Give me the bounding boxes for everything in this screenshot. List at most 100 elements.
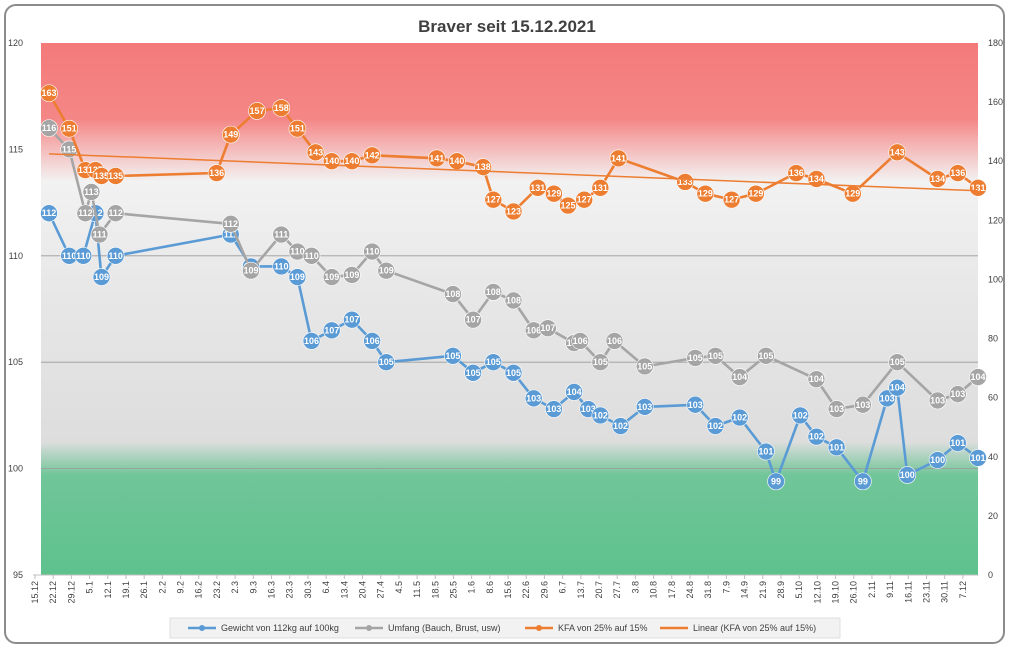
data-label-kfa-von-25-auf-15-14: 142 xyxy=(365,150,380,160)
marker-umfang-bauch-brust-usw-31 xyxy=(827,400,846,418)
marker-umfang-bauch-brust-usw-36 xyxy=(969,368,987,386)
data-label-kfa-von-25-auf-15-28: 127 xyxy=(724,195,739,205)
data-label-kfa-von-25-auf-15-24: 131 xyxy=(593,183,608,193)
data-label-kfa-von-25-auf-15-23: 127 xyxy=(577,195,592,205)
marker-kfa-von-25-auf-15-8 xyxy=(248,102,266,120)
series-layer: 1121101101121091101111101101091061071071… xyxy=(40,84,987,491)
marker-kfa-von-25-auf-15-9 xyxy=(272,99,291,117)
marker-umfang-bauch-brust-usw-24 xyxy=(605,332,624,350)
x-tick-label-27-4: 27.4 xyxy=(376,581,386,599)
data-label-umfang-bauch-brust-usw-20: 107 xyxy=(540,323,555,333)
y-right-tick-160: 160 xyxy=(988,97,1003,107)
marker-gewicht-von-112kg-auf-100kg-28 xyxy=(730,408,749,427)
marker-gewicht-von-112kg-auf-100kg-37 xyxy=(898,466,917,484)
marker-kfa-von-25-auf-15-34 xyxy=(928,170,947,188)
marker-umfang-bauch-brust-usw-34 xyxy=(928,391,947,410)
x-tick-label-16-2: 16.2 xyxy=(194,581,204,599)
marker-umfang-bauch-brust-usw-23 xyxy=(591,353,610,372)
data-label-umfang-bauch-brust-usw-28: 104 xyxy=(732,372,747,382)
marker-umfang-bauch-brust-usw-32 xyxy=(854,395,872,414)
marker-umfang-bauch-brust-usw-26 xyxy=(686,349,705,367)
data-label-kfa-von-25-auf-15-31: 134 xyxy=(809,174,824,184)
x-tick-label-20-7: 20.7 xyxy=(594,581,604,599)
marker-gewicht-von-112kg-auf-100kg-39 xyxy=(949,434,967,452)
marker-kfa-von-25-auf-15-33 xyxy=(888,143,907,162)
legend-swatch-marker xyxy=(199,625,205,631)
data-label-gewicht-von-112kg-auf-100kg-2: 110 xyxy=(76,251,91,261)
data-label-gewicht-von-112kg-auf-100kg-19: 103 xyxy=(526,393,541,403)
data-label-umfang-bauch-brust-usw-18: 108 xyxy=(506,295,521,305)
marker-kfa-von-25-auf-15-21 xyxy=(545,184,563,203)
data-label-gewicht-von-112kg-auf-100kg-27: 102 xyxy=(708,421,723,431)
marker-gewicht-von-112kg-auf-100kg-32 xyxy=(807,427,826,446)
marker-umfang-bauch-brust-usw-6 xyxy=(221,215,240,233)
marker-gewicht-von-112kg-auf-100kg-20 xyxy=(545,400,563,418)
data-label-umfang-bauch-brust-usw-7: 109 xyxy=(243,266,258,276)
marker-gewicht-von-112kg-auf-100kg-24 xyxy=(611,417,630,435)
data-label-umfang-bauch-brust-usw-9: 110 xyxy=(290,247,305,257)
x-tick-label-13-7: 13.7 xyxy=(576,581,586,599)
x-tick-label-9-2: 9.2 xyxy=(176,581,186,594)
data-label-gewicht-von-112kg-auf-100kg-13: 106 xyxy=(365,336,380,346)
x-tick-label-22-12: 22.12 xyxy=(48,581,58,604)
marker-gewicht-von-112kg-auf-100kg-14 xyxy=(377,353,396,372)
x-tick-label-18-5: 18.5 xyxy=(430,581,440,599)
y-left-tick-120: 120 xyxy=(8,38,23,48)
y-right-tick-100: 100 xyxy=(988,274,1003,284)
marker-kfa-von-25-auf-15-19 xyxy=(504,202,523,221)
marker-umfang-bauch-brust-usw-5 xyxy=(106,204,125,223)
data-label-gewicht-von-112kg-auf-100kg-31: 102 xyxy=(793,410,808,420)
data-label-kfa-von-25-auf-15-7: 149 xyxy=(223,130,238,140)
marker-kfa-von-25-auf-15-6 xyxy=(207,164,226,182)
data-label-kfa-von-25-auf-15-0: 163 xyxy=(41,88,56,98)
marker-umfang-bauch-brust-usw-3 xyxy=(82,183,101,201)
x-tick-label-23-11: 23.11 xyxy=(922,581,932,603)
x-tick-label-14-9: 14.9 xyxy=(740,581,750,599)
marker-gewicht-von-112kg-auf-100kg-21 xyxy=(565,383,583,401)
x-tick-label-6-7: 6.7 xyxy=(558,581,568,594)
x-tick-label-27-7: 27.7 xyxy=(612,581,622,599)
data-label-kfa-von-25-auf-15-25: 141 xyxy=(611,153,626,163)
x-tick-label-23-3: 23.3 xyxy=(285,581,295,599)
data-label-kfa-von-25-auf-15-30: 136 xyxy=(789,168,804,178)
marker-kfa-von-25-auf-15-35 xyxy=(949,164,967,182)
data-label-kfa-von-25-auf-15-20: 131 xyxy=(530,183,545,193)
y-left-tick-105: 105 xyxy=(8,357,23,367)
marker-gewicht-von-112kg-auf-100kg-2 xyxy=(74,247,93,265)
x-tick-label-28-9: 28.9 xyxy=(776,581,786,599)
data-label-gewicht-von-112kg-auf-100kg-36: 104 xyxy=(890,383,905,393)
marker-umfang-bauch-brust-usw-12 xyxy=(343,266,361,284)
marker-gewicht-von-112kg-auf-100kg-18 xyxy=(504,364,523,382)
data-label-umfang-bauch-brust-usw-33: 105 xyxy=(890,357,905,367)
x-tick-label-8-6: 8.6 xyxy=(485,581,495,594)
data-label-kfa-von-25-auf-15-10: 151 xyxy=(290,124,305,134)
data-label-kfa-von-25-auf-15-22: 125 xyxy=(561,201,576,211)
legend-swatch-marker xyxy=(366,625,372,631)
data-label-umfang-bauch-brust-usw-3: 113 xyxy=(84,187,99,197)
x-tick-label-12-10: 12.10 xyxy=(812,581,822,604)
legend-item-kfa-von-25-auf-15: KFA von 25% auf 15% xyxy=(525,623,648,633)
data-label-gewicht-von-112kg-auf-100kg-17: 105 xyxy=(486,357,501,367)
data-label-kfa-von-25-auf-15-33: 143 xyxy=(890,147,905,157)
data-label-umfang-bauch-brust-usw-31: 103 xyxy=(829,404,844,414)
marker-gewicht-von-112kg-auf-100kg-10 xyxy=(302,332,321,350)
data-label-kfa-von-25-auf-15-1: 151 xyxy=(62,124,77,134)
data-label-gewicht-von-112kg-auf-100kg-24: 102 xyxy=(613,421,628,431)
marker-kfa-von-25-auf-15-14 xyxy=(363,146,381,165)
x-tick-label-16-11: 16.11 xyxy=(903,581,913,603)
data-label-gewicht-von-112kg-auf-100kg-26: 103 xyxy=(688,400,703,410)
marker-gewicht-von-112kg-auf-100kg-12 xyxy=(343,310,361,329)
data-label-kfa-von-25-auf-15-26: 133 xyxy=(678,177,693,187)
data-label-gewicht-von-112kg-auf-100kg-39: 101 xyxy=(950,438,965,448)
marker-gewicht-von-112kg-auf-100kg-25 xyxy=(635,398,654,416)
data-label-gewicht-von-112kg-auf-100kg-20: 103 xyxy=(546,404,561,414)
marker-kfa-von-25-auf-15-15 xyxy=(427,149,446,168)
marker-kfa-von-25-auf-15-7 xyxy=(221,125,240,144)
data-label-gewicht-von-112kg-auf-100kg-14: 105 xyxy=(379,357,394,367)
marker-kfa-von-25-auf-15-25 xyxy=(609,149,628,168)
x-tick-label-11-5: 11.5 xyxy=(412,581,422,598)
marker-umfang-bauch-brust-usw-22 xyxy=(571,332,589,350)
marker-gewicht-von-112kg-auf-100kg-9 xyxy=(288,268,307,286)
data-label-kfa-von-25-auf-15-27: 129 xyxy=(698,189,713,199)
